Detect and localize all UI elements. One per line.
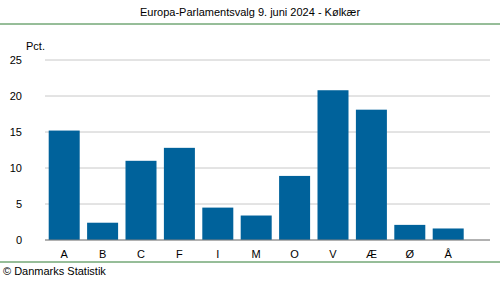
bar xyxy=(87,223,118,240)
chart: Europa-Parlamentsvalg 9. juni 2024 - Køl… xyxy=(0,0,500,282)
bar xyxy=(202,208,233,240)
tick-label: V xyxy=(329,248,337,260)
tick-label: 20 xyxy=(10,90,22,102)
tick-label: Å xyxy=(445,248,453,260)
title: Europa-Parlamentsvalg 9. juni 2024 - Køl… xyxy=(140,6,360,18)
bar xyxy=(279,176,310,240)
grid-line xyxy=(45,168,490,169)
grid-line xyxy=(45,132,490,133)
x-axis xyxy=(45,240,490,241)
source: © Danmarks Statistik xyxy=(3,265,106,277)
grid-line xyxy=(45,204,490,205)
tick-label: I xyxy=(216,248,219,260)
grid-line xyxy=(45,60,490,61)
tick-label: 25 xyxy=(10,54,22,66)
bar xyxy=(241,216,272,240)
tick-label: M xyxy=(252,248,261,260)
bar xyxy=(433,228,464,240)
bar xyxy=(394,225,425,240)
axis-label: Pct. xyxy=(26,40,45,52)
grid-line xyxy=(45,96,490,97)
tick-label: 15 xyxy=(10,126,22,138)
tick-label: C xyxy=(137,248,145,260)
frame-line xyxy=(0,24,500,25)
bar xyxy=(49,131,80,240)
grid-line xyxy=(45,240,490,241)
bar xyxy=(164,148,195,240)
tick-label: Æ xyxy=(366,248,377,260)
tick-label: A xyxy=(61,248,69,260)
tick-label: 5 xyxy=(16,198,22,210)
bars xyxy=(49,90,464,240)
tick-label: F xyxy=(176,248,183,260)
tick-label: Ø xyxy=(406,248,415,260)
bar xyxy=(126,161,157,240)
tick-label: O xyxy=(290,248,299,260)
frame-line xyxy=(0,262,500,263)
tick-label: 0 xyxy=(16,234,22,246)
tick-label: B xyxy=(99,248,106,260)
tick-label: 10 xyxy=(10,162,22,174)
bar xyxy=(356,110,387,240)
bar xyxy=(318,90,349,240)
